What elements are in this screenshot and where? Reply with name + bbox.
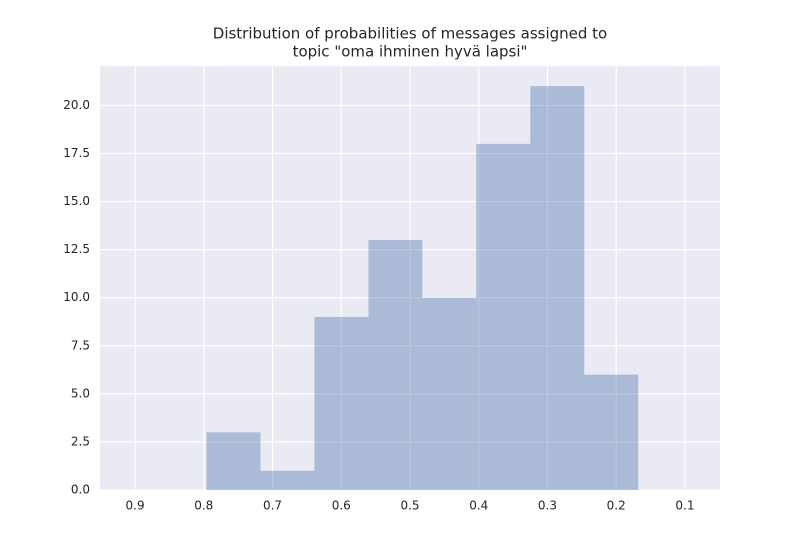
y-tick-label: 12.5 <box>63 242 90 256</box>
y-tick-label: 2.5 <box>71 434 90 448</box>
x-tick-label: 0.6 <box>332 499 351 513</box>
y-tick-label: 5.0 <box>71 386 90 400</box>
x-tick-label: 0.2 <box>607 499 626 513</box>
chart-title: Distribution of probabilities of message… <box>213 25 607 43</box>
y-tick-label: 0.0 <box>71 483 90 497</box>
bar <box>368 240 423 490</box>
x-tick-label: 0.4 <box>469 499 488 513</box>
x-tick-label: 0.8 <box>194 499 213 513</box>
x-tick-label: 0.3 <box>538 499 557 513</box>
y-tick-label: 7.5 <box>71 338 90 352</box>
x-tick-label: 0.7 <box>263 499 282 513</box>
y-tick-label: 20.0 <box>63 98 90 112</box>
x-tick-label: 0.9 <box>126 499 145 513</box>
bar <box>314 316 369 490</box>
bar <box>476 143 531 490</box>
bar <box>530 86 585 490</box>
bar <box>260 470 315 490</box>
x-tick-label: 0.5 <box>400 499 419 513</box>
y-tick-label: 15.0 <box>63 194 90 208</box>
y-tick-label: 17.5 <box>63 146 90 160</box>
bar <box>422 297 477 490</box>
chart-title: topic "oma ihminen hyvä lapsi" <box>293 43 528 61</box>
x-tick-label: 0.1 <box>675 499 694 513</box>
y-tick-label: 10.0 <box>63 290 90 304</box>
bar <box>206 432 261 490</box>
bar <box>584 374 639 490</box>
